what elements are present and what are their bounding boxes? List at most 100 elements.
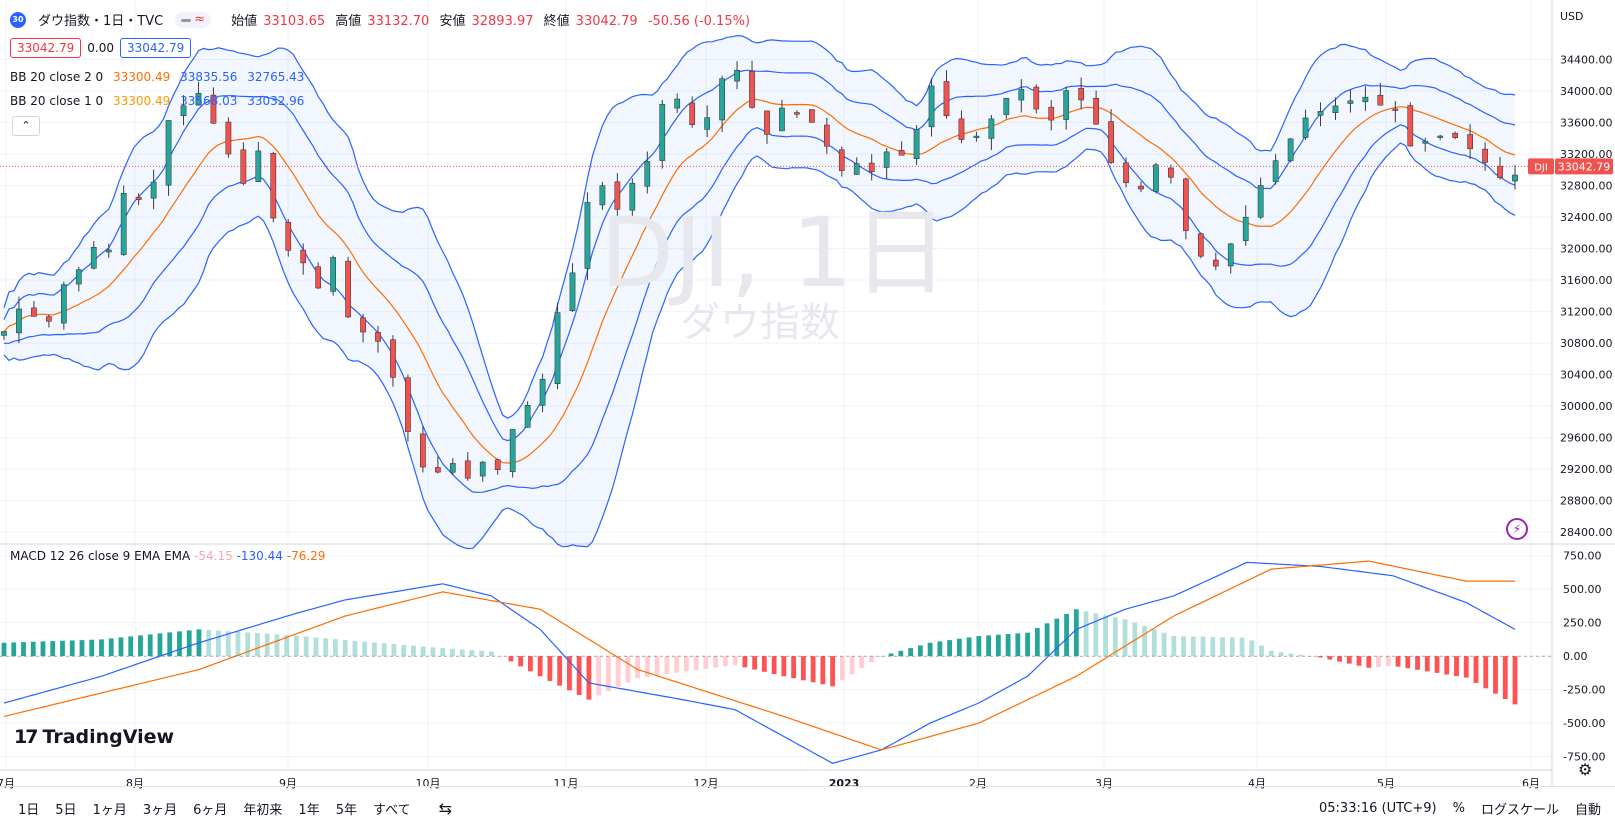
macd-line-value: -130.44 bbox=[236, 549, 283, 563]
indicator-bb1[interactable]: BB 20 close 1 0 33300.49 33568.03 33032.… bbox=[10, 94, 310, 108]
candle-body bbox=[853, 163, 860, 175]
price-axis-label: 28800.00 bbox=[1560, 495, 1613, 508]
bottom-toolbar: 1日 5日 1ヶ月 3ヶ月 6ヶ月 年初来 1年 5年 すべて ⇆ 05:33:… bbox=[0, 786, 1615, 830]
timeframe-all[interactable]: すべて bbox=[372, 803, 411, 818]
macd-histogram-bar bbox=[722, 656, 728, 667]
macd-histogram-bar bbox=[849, 656, 855, 675]
timeframe-1d[interactable]: 1日 bbox=[18, 803, 40, 818]
clock[interactable]: 05:33:16 (UTC+9) bbox=[1319, 801, 1437, 816]
macd-histogram-bar bbox=[1395, 656, 1401, 667]
candle-body bbox=[180, 105, 187, 117]
macd-histogram-bar bbox=[1103, 615, 1108, 657]
bb2-fill bbox=[4, 35, 1515, 549]
macd-histogram-bar bbox=[362, 641, 368, 657]
macd-histogram-bar bbox=[1317, 656, 1323, 658]
macd-histogram-bar bbox=[917, 645, 923, 657]
candle-body bbox=[928, 85, 935, 128]
macd-histogram-bar bbox=[1249, 640, 1255, 657]
indicator-value: 33568.03 bbox=[180, 94, 238, 108]
currency-label[interactable]: USD bbox=[1560, 10, 1584, 23]
sell-price[interactable]: 33042.79 bbox=[10, 38, 82, 58]
macd-histogram-bar bbox=[1044, 623, 1050, 657]
candle-body bbox=[1153, 164, 1159, 192]
chart-title[interactable]: ダウ指数・1日・TVC bbox=[38, 14, 164, 29]
macd-histogram-bar bbox=[1298, 654, 1303, 657]
timeframe-1y[interactable]: 1年 bbox=[298, 803, 320, 818]
candle-body bbox=[285, 222, 292, 251]
tradingview-mark-icon: 17 bbox=[14, 726, 38, 748]
candle-body bbox=[31, 307, 37, 317]
candle-body bbox=[614, 181, 621, 210]
price-axis-label: 34000.00 bbox=[1560, 85, 1613, 98]
macd-histogram-bar bbox=[508, 656, 514, 662]
timeframe-5d[interactable]: 5日 bbox=[55, 803, 77, 818]
macd-histogram-bar bbox=[1424, 656, 1430, 672]
candle-body bbox=[1078, 87, 1084, 101]
tradingview-logo: 17 TradingView bbox=[14, 726, 174, 748]
candle-body bbox=[524, 405, 531, 428]
macd-histogram-bar bbox=[1122, 619, 1128, 657]
macd-histogram-bar bbox=[1346, 656, 1352, 664]
bb-basis-line bbox=[3, 98, 1516, 464]
candle-body bbox=[135, 196, 142, 201]
price-boxes: 33042.79 0.00 33042.79 bbox=[10, 38, 192, 58]
timeframe-ytd[interactable]: 年初来 bbox=[243, 803, 283, 818]
macd-histogram-bar bbox=[274, 634, 280, 657]
candle-body bbox=[1197, 233, 1204, 257]
macd-histogram-bar bbox=[138, 635, 143, 657]
macd-histogram-bar bbox=[820, 656, 826, 685]
macd-histogram-bar bbox=[927, 642, 933, 657]
macd-histogram-bar bbox=[1142, 626, 1147, 657]
macd-histogram-bar bbox=[1161, 632, 1167, 657]
macd-histogram-bar bbox=[1463, 656, 1469, 678]
macd-histogram-bar bbox=[966, 637, 972, 657]
buy-price[interactable]: 33042.79 bbox=[119, 38, 192, 58]
macd-histogram-bar bbox=[1151, 629, 1157, 657]
candle-body bbox=[1003, 98, 1010, 115]
chevron-up-icon[interactable]: ⌃ bbox=[12, 116, 40, 136]
price-axis-label: 33200.00 bbox=[1560, 148, 1613, 161]
candle-body bbox=[943, 81, 950, 117]
candle-body bbox=[300, 249, 307, 264]
percent-toggle[interactable]: % bbox=[1452, 801, 1465, 816]
macd-histogram-bar bbox=[177, 631, 182, 657]
macd-histogram-bar bbox=[683, 656, 689, 672]
candle-body bbox=[898, 150, 905, 156]
timeframe-6m[interactable]: 6ヶ月 bbox=[193, 803, 228, 818]
candle-body bbox=[1093, 97, 1099, 125]
bb2-lower-line bbox=[3, 142, 1516, 550]
timeframe-5y[interactable]: 5年 bbox=[335, 803, 357, 818]
timeframe-3m[interactable]: 3ヶ月 bbox=[142, 803, 178, 818]
bb2-upper-line bbox=[3, 34, 1516, 419]
candle-body bbox=[210, 94, 217, 124]
macd-histogram-bar bbox=[586, 656, 592, 700]
goto-date-icon[interactable]: ⇆ bbox=[438, 799, 452, 818]
macd-histogram-bar bbox=[352, 640, 358, 657]
gear-icon[interactable]: ⚙ bbox=[1578, 760, 1593, 779]
macd-histogram-bar bbox=[1434, 656, 1440, 673]
lightning-icon[interactable]: ⚡ bbox=[1506, 518, 1528, 540]
price-axis-label: 30400.00 bbox=[1560, 369, 1613, 382]
candle-body bbox=[1482, 148, 1488, 163]
macd-histogram-bar bbox=[956, 638, 962, 657]
candle-body bbox=[330, 257, 336, 292]
watermark-symbol: DJI, 1日 bbox=[600, 197, 949, 309]
macd-histogram-bar bbox=[674, 656, 680, 673]
timeframe-1m[interactable]: 1ヶ月 bbox=[92, 803, 127, 818]
symbol-price-tag-text: DJI bbox=[1534, 162, 1548, 173]
candle-body bbox=[1227, 243, 1234, 267]
auto-scale-toggle[interactable]: 自動 bbox=[1574, 803, 1601, 818]
indicator-bb2[interactable]: BB 20 close 2 0 33300.49 33835.56 32765.… bbox=[10, 70, 310, 84]
macd-histogram-bar bbox=[1268, 650, 1274, 657]
price-axis-label: 33600.00 bbox=[1560, 117, 1613, 130]
candle-body bbox=[1302, 117, 1309, 138]
price-axis-label: 32000.00 bbox=[1560, 243, 1613, 256]
candle-body bbox=[1422, 140, 1429, 144]
visibility-toggle[interactable]: ≈ bbox=[175, 11, 212, 28]
log-scale-toggle[interactable]: ログスケール bbox=[1480, 803, 1559, 818]
candle-body bbox=[225, 121, 232, 155]
candle-body bbox=[16, 308, 22, 334]
macd-histogram-bar bbox=[1025, 632, 1030, 657]
macd-legend[interactable]: MACD 12 26 close 9 EMA EMA -54.15 -130.4… bbox=[10, 549, 325, 563]
